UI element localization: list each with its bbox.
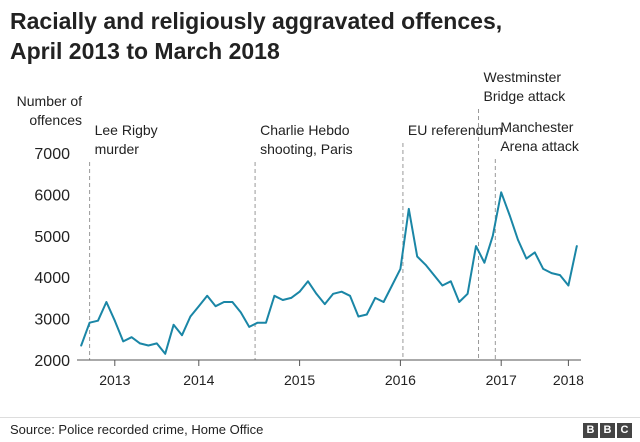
data-point [374,297,377,299]
bbc-logo-letter-2: B [600,423,615,438]
title-line-2: April 2013 to March 2018 [10,38,280,64]
event-label: Charlie Hebdo [260,122,350,138]
data-point [88,321,91,324]
x-tick-label: 2016 [385,372,416,388]
y-axis-label: offences [29,112,82,128]
data-point [273,295,276,297]
data-point [181,334,183,336]
event-label: murder [95,141,140,157]
title-line-1: Racially and religiously aggravated offe… [10,8,503,34]
data-point [391,284,393,287]
data-point [130,336,133,339]
y-tick-label: 7000 [34,146,70,163]
data-point [416,255,419,258]
y-tick-label: 6000 [34,187,70,204]
y-axis-label: Number of [17,93,82,109]
data-point [559,274,561,276]
data-point [282,299,284,301]
x-tick-label: 2017 [486,372,517,388]
data-point [315,292,318,295]
data-point [122,340,124,343]
x-tick-label: 2014 [183,372,214,388]
data-point [550,272,553,274]
series-line [80,191,578,355]
data-point [525,257,528,260]
data-point [206,295,208,297]
data-point [114,319,116,322]
data-point [408,208,410,210]
event-label: Bridge attack [484,88,567,104]
data-point [433,274,435,276]
data-point [80,344,82,347]
data-point [508,214,511,216]
data-point [324,303,326,305]
data-point [189,315,192,318]
data-point [357,315,360,318]
event-label: shooting, Paris [260,141,353,157]
data-point [441,284,444,287]
x-tick-label: 2018 [553,372,584,388]
data-point [332,292,335,295]
event-label: Westminster [484,69,562,85]
data-point [147,344,150,347]
data-point [231,301,234,303]
y-tick-label: 4000 [34,270,70,287]
source-note: Source: Police recorded crime, Home Offi… [10,422,264,437]
bbc-logo: B B C [583,423,632,438]
data-point [576,245,578,247]
data-point [248,326,250,328]
event-label: Lee Rigby [95,122,158,138]
data-point [492,235,494,237]
y-tick-label: 5000 [34,229,70,246]
data-point [466,292,469,295]
data-point [475,245,477,247]
data-point [450,280,452,283]
data-point [517,239,519,241]
data-point [156,342,158,345]
data-point [97,319,99,322]
data-point [164,352,166,355]
data-point [290,297,293,299]
data-point [105,301,108,303]
y-tick-label: 2000 [34,353,70,370]
data-point [340,290,343,293]
event-label: Manchester [500,119,573,135]
data-point [500,191,503,194]
data-point [307,280,309,283]
footer-divider [0,417,640,418]
data-point [399,268,402,270]
data-point [223,301,225,303]
data-point [382,301,385,303]
data-point [298,290,301,293]
data-point [198,305,200,307]
bbc-logo-letter-3: C [617,423,632,438]
data-point [424,263,427,266]
y-tick-label: 3000 [34,312,70,329]
data-point [172,324,175,326]
event-label: Arena attack [500,138,580,154]
bbc-logo-letter-1: B [583,423,598,438]
x-tick-label: 2013 [99,372,130,388]
data-point [366,313,368,316]
chart-title: Racially and religiously aggravated offe… [10,6,630,66]
data-point [139,342,141,345]
data-point [534,251,536,254]
data-point [458,301,461,303]
x-tick-label: 2015 [284,372,315,388]
data-point [542,268,544,270]
data-point [214,305,217,307]
data-point [256,321,259,324]
data-point [567,284,570,287]
data-point [483,261,486,264]
data-point [265,321,267,324]
data-point [349,295,351,297]
data-point [240,311,242,314]
event-label: EU referendum [408,122,503,138]
